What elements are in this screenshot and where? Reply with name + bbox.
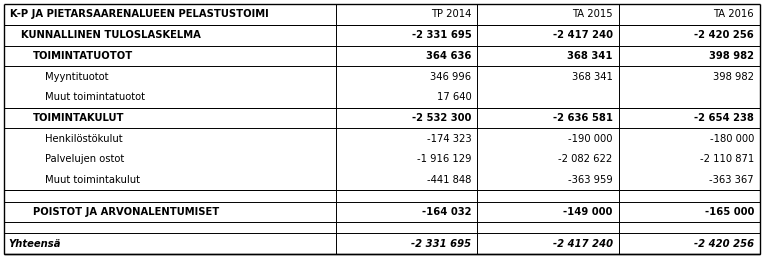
Bar (4, 25, 760, 46)
Text: 368 341: 368 341 (571, 72, 613, 82)
Text: -2 082 622: -2 082 622 (558, 154, 613, 164)
Bar (4, 66, 760, 87)
Text: -149 000: -149 000 (563, 207, 613, 217)
Text: Henkilöstökulut: Henkilöstökulut (45, 134, 123, 144)
Text: -2 331 695: -2 331 695 (412, 30, 471, 40)
Bar (4, 46, 760, 66)
Bar (4, 233, 760, 254)
Text: -2 420 256: -2 420 256 (694, 30, 754, 40)
Bar (4, 190, 760, 201)
Text: Palvelujen ostot: Palvelujen ostot (45, 154, 125, 164)
Text: K-P JA PIETARSAARENALUEEN PELASTUSTOIMI: K-P JA PIETARSAARENALUEEN PELASTUSTOIMI (10, 10, 269, 19)
Text: TOIMINTATUOTOT: TOIMINTATUOTOT (33, 51, 133, 61)
Text: -2 417 240: -2 417 240 (552, 239, 613, 249)
Text: -2 532 300: -2 532 300 (412, 113, 471, 123)
Text: Yhteensä: Yhteensä (8, 239, 61, 249)
Bar (4, 87, 760, 108)
Bar (4, 201, 760, 222)
Text: 17 640: 17 640 (437, 92, 471, 102)
Text: TP 2014: TP 2014 (431, 10, 471, 19)
Bar (4, 170, 760, 190)
Text: TA 2015: TA 2015 (572, 10, 613, 19)
Text: -2 636 581: -2 636 581 (552, 113, 613, 123)
Text: POISTOT JA ARVONALENTUMISET: POISTOT JA ARVONALENTUMISET (33, 207, 219, 217)
Text: -2 417 240: -2 417 240 (552, 30, 613, 40)
Bar (4, 149, 760, 170)
Text: Myyntituotot: Myyntituotot (45, 72, 108, 82)
Text: -174 323: -174 323 (427, 134, 471, 144)
Text: -1 916 129: -1 916 129 (417, 154, 471, 164)
Text: -363 367: -363 367 (710, 175, 754, 185)
Text: -2 420 256: -2 420 256 (694, 239, 754, 249)
Text: -2 331 695: -2 331 695 (411, 239, 471, 249)
Text: -190 000: -190 000 (568, 134, 613, 144)
Text: TA 2016: TA 2016 (714, 10, 754, 19)
Text: 364 636: 364 636 (426, 51, 471, 61)
Text: Muut toimintakulut: Muut toimintakulut (45, 175, 140, 185)
Text: 398 982: 398 982 (709, 51, 754, 61)
Text: -164 032: -164 032 (422, 207, 471, 217)
Bar (4, 108, 760, 128)
Text: 398 982: 398 982 (713, 72, 754, 82)
Text: -165 000: -165 000 (704, 207, 754, 217)
Bar (4, 128, 760, 149)
Bar (4, 4, 760, 25)
Text: Muut toimintatuotot: Muut toimintatuotot (45, 92, 145, 102)
Text: -363 959: -363 959 (568, 175, 613, 185)
Text: -180 000: -180 000 (710, 134, 754, 144)
Text: -441 848: -441 848 (427, 175, 471, 185)
Text: -2 654 238: -2 654 238 (694, 113, 754, 123)
Bar (4, 222, 760, 233)
Text: -2 110 871: -2 110 871 (700, 154, 754, 164)
Text: 368 341: 368 341 (567, 51, 613, 61)
Text: TOIMINTAKULUT: TOIMINTAKULUT (33, 113, 125, 123)
Text: KUNNALLINEN TULOSLASKELMA: KUNNALLINEN TULOSLASKELMA (21, 30, 200, 40)
Text: 346 996: 346 996 (430, 72, 471, 82)
